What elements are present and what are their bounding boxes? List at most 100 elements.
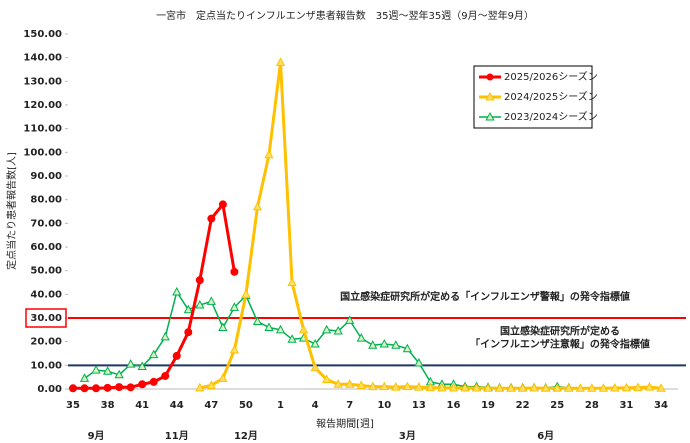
- legend-marker: [485, 111, 495, 121]
- data-point: [391, 382, 401, 391]
- data-point: [518, 383, 528, 392]
- data-point: [126, 383, 135, 392]
- data-point: [333, 379, 343, 388]
- data-point: [379, 338, 389, 348]
- data-point: [356, 333, 366, 342]
- data-point: [368, 340, 378, 349]
- y-tick-label: 20.00: [30, 337, 62, 348]
- data-point: [287, 277, 297, 286]
- data-point: [172, 286, 182, 296]
- data-point: [598, 383, 608, 392]
- data-point: [252, 201, 263, 211]
- x-tick-label: 50: [239, 400, 253, 411]
- x-tick-label: 35: [66, 400, 80, 411]
- data-point: [138, 380, 147, 389]
- data-point: [161, 371, 170, 380]
- data-point: [633, 382, 643, 392]
- legend-label: 2025/2026シーズン: [504, 70, 598, 83]
- chart-title: 一宮市 定点当たりインフルエンザ患者報告数 35週～翌年35週（9月～翌年9月）: [156, 9, 534, 22]
- x-tick-label: 16: [447, 400, 461, 411]
- data-point: [207, 214, 216, 223]
- data-point: [322, 374, 332, 384]
- data-point: [298, 324, 309, 334]
- y-axis-label: 定点当たり患者報告数[人]: [5, 152, 18, 270]
- data-point: [506, 383, 516, 392]
- data-point: [414, 382, 424, 391]
- y-tick-label: 80.00: [30, 195, 62, 206]
- data-point: [252, 316, 263, 326]
- y-tick-label: 50.00: [30, 266, 62, 277]
- data-point: [102, 366, 113, 375]
- data-point: [471, 383, 482, 392]
- data-point: [172, 351, 181, 360]
- x-tick-label: 41: [135, 400, 149, 411]
- x-tick-label: 19: [481, 400, 495, 411]
- series-line: [73, 202, 236, 390]
- data-point: [195, 276, 204, 285]
- x-axis-label: 報告期間[週]: [316, 417, 374, 430]
- data-point: [437, 382, 447, 392]
- data-point: [206, 296, 216, 305]
- data-point: [275, 324, 286, 334]
- data-point: [91, 365, 101, 374]
- reference-annotation: 「インフルエンザ注意報」の発令指標値: [470, 337, 650, 350]
- data-point: [264, 322, 274, 331]
- legend-marker: [486, 73, 494, 81]
- reference-annotation: 国立感染症研究所が定める: [500, 324, 620, 337]
- y-tick-label: 10.00: [30, 360, 62, 371]
- data-point: [402, 343, 412, 353]
- legend-label: 2024/2025シーズン: [504, 90, 598, 103]
- y-tick-label: 40.00: [30, 289, 62, 300]
- y-tick-label: 150.00: [23, 29, 62, 40]
- data-point: [69, 384, 77, 393]
- data-point: [115, 383, 124, 392]
- data-point: [92, 384, 101, 393]
- data-point: [241, 289, 251, 298]
- data-point: [310, 362, 320, 372]
- data-point: [483, 383, 493, 392]
- data-point: [448, 382, 459, 392]
- legend-label: 2023/2024シーズン: [504, 110, 598, 123]
- data-point: [656, 383, 666, 392]
- x-tick-label: 25: [550, 400, 564, 411]
- data-point: [310, 338, 320, 348]
- y-tick-label: 130.00: [23, 76, 62, 87]
- data-point: [137, 361, 147, 371]
- month-label: 6月: [537, 430, 554, 442]
- data-point: [552, 383, 562, 392]
- data-point: [79, 373, 90, 382]
- data-point: [356, 380, 366, 389]
- data-point: [149, 377, 158, 386]
- data-point: [564, 383, 574, 392]
- data-point: [345, 379, 355, 388]
- data-point: [206, 380, 216, 389]
- data-point: [460, 383, 470, 392]
- data-point: [575, 383, 585, 392]
- y-tick-label: 60.00: [30, 242, 62, 253]
- data-point: [218, 322, 228, 331]
- data-point: [587, 383, 597, 392]
- x-tick-label: 28: [585, 400, 599, 411]
- x-tick-label: 31: [619, 400, 633, 411]
- y-tick-label: 0.00: [37, 384, 62, 395]
- legend-marker: [485, 91, 495, 101]
- data-point: [229, 344, 240, 354]
- y-tick-label: 110.00: [23, 124, 62, 135]
- data-point: [345, 315, 355, 324]
- month-label: 9月: [88, 430, 105, 442]
- data-point: [195, 382, 205, 392]
- x-tick-label: 34: [654, 400, 668, 411]
- y-tick-label: 140.00: [23, 53, 62, 64]
- data-point: [184, 328, 193, 337]
- data-point: [80, 384, 89, 393]
- y-tick-label: 90.00: [30, 171, 62, 182]
- data-point: [425, 382, 436, 392]
- x-tick-label: 47: [204, 400, 218, 411]
- data-point: [621, 382, 632, 392]
- data-point: [610, 383, 620, 392]
- tick-highlight: [25, 308, 67, 328]
- data-point: [114, 369, 124, 379]
- data-point: [333, 325, 343, 335]
- data-point: [644, 382, 655, 391]
- month-label: 11月: [165, 430, 189, 442]
